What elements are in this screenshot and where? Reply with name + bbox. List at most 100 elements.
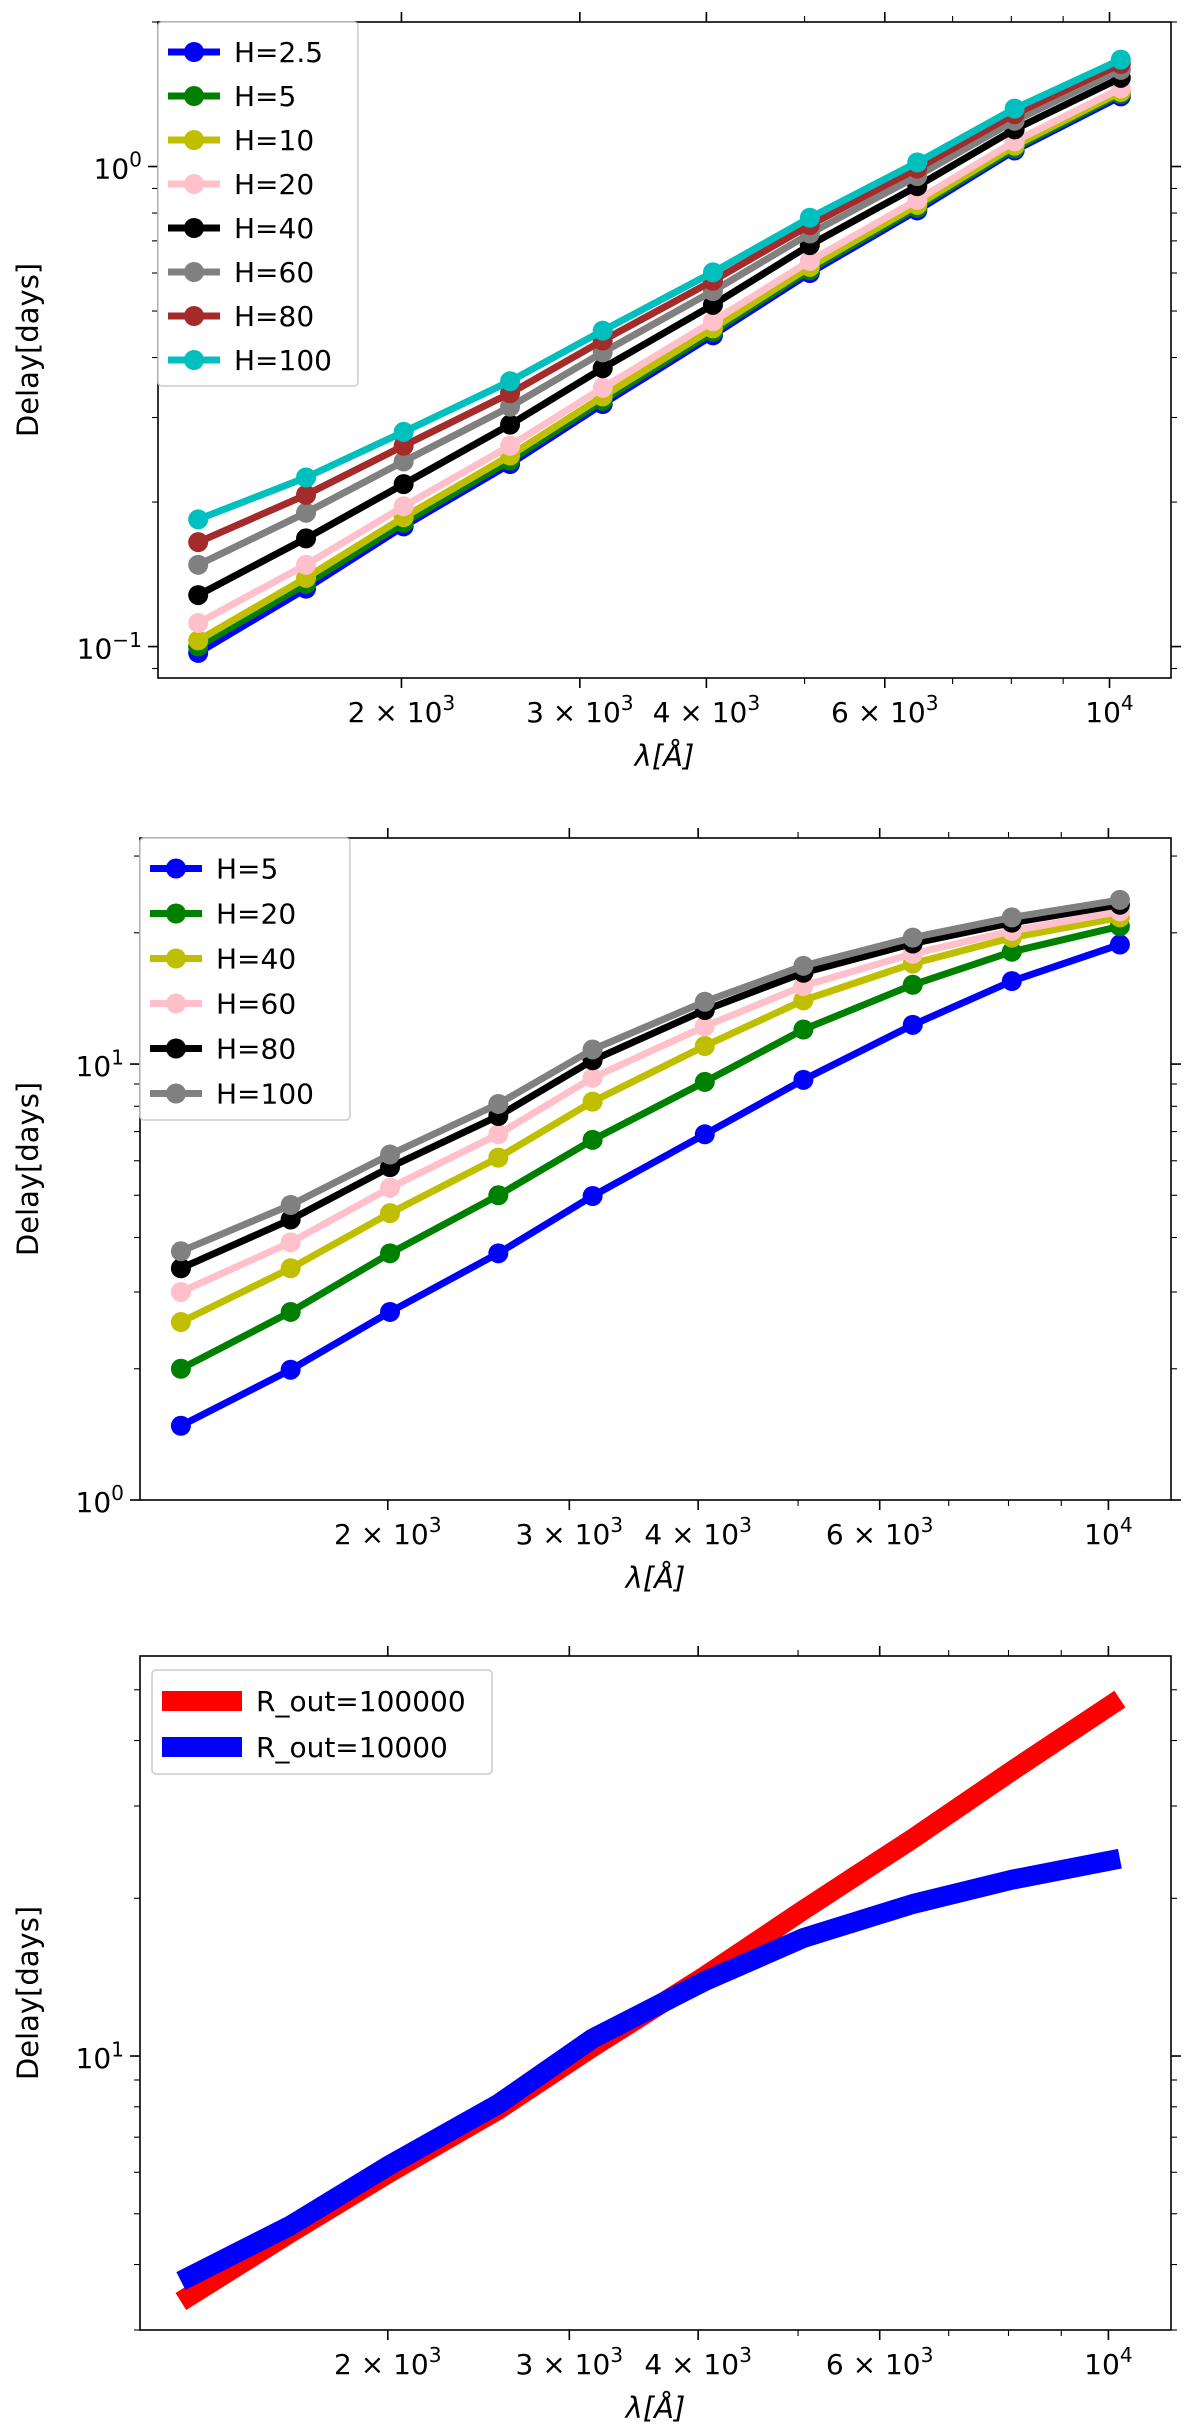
- data-point-h-100: [1110, 49, 1131, 70]
- data-point-h-100: [694, 991, 715, 1012]
- data-point-h-40: [694, 1036, 715, 1057]
- data-point-h-100: [907, 152, 928, 173]
- legend-marker: [184, 86, 204, 106]
- x-tick-label: 3 × 103: [516, 2343, 624, 2381]
- x-tick-label: 104: [1085, 691, 1133, 729]
- data-point-h-60: [582, 1067, 603, 1088]
- legend-marker: [184, 218, 204, 238]
- data-point-h-20: [907, 189, 928, 210]
- legend-label: H=80: [216, 1033, 296, 1066]
- x-tick-label: 104: [1084, 1513, 1132, 1551]
- data-point-h-60: [280, 1232, 301, 1253]
- series-line-h-100: [196, 56, 1123, 523]
- data-point-h-80: [280, 1209, 301, 1230]
- legend-label: H=10: [234, 124, 314, 157]
- data-point-h-100: [582, 1039, 603, 1060]
- x-tick-label: 2 × 103: [334, 2343, 442, 2381]
- legend-marker: [184, 130, 204, 150]
- legend-label: H=2.5: [234, 36, 323, 69]
- data-point-h-20: [280, 1301, 301, 1322]
- x-tick-label: 4 × 103: [653, 691, 761, 729]
- data-point-h-80: [188, 532, 209, 553]
- x-tick-label: 4 × 103: [644, 1513, 752, 1551]
- legend-marker: [166, 1083, 186, 1104]
- x-tick-label: 6 × 103: [831, 691, 939, 729]
- x-tick-label: 3 × 103: [526, 691, 634, 729]
- legend-marker: [166, 993, 186, 1014]
- series-line-h-40: [179, 913, 1121, 1326]
- data-point-h-100: [799, 207, 820, 228]
- data-point-h-5: [280, 1359, 301, 1380]
- data-point-h-20: [793, 1019, 814, 1040]
- data-point-h-40: [393, 474, 414, 495]
- data-point-h-100: [702, 262, 723, 283]
- data-point-h-40: [582, 1091, 603, 1112]
- data-point-h-20: [380, 1243, 401, 1264]
- data-point-h-5: [380, 1301, 401, 1322]
- data-point-h-60: [188, 554, 209, 575]
- data-point-h-20: [799, 250, 820, 271]
- data-point-h-5: [694, 1124, 715, 1145]
- y-tick-label: 10−1: [77, 628, 142, 666]
- data-point-h-20: [393, 496, 414, 517]
- series-line-h-20: [179, 922, 1121, 1372]
- y-axis-label: Delay[days]: [11, 1906, 45, 2080]
- data-point-h-40: [488, 1147, 509, 1168]
- y-tick-label: 101: [76, 1045, 124, 1083]
- y-axis-label: Delay[days]: [11, 1082, 45, 1256]
- data-point-h-20: [702, 311, 723, 332]
- series-line-r-out-10000: [176, 1848, 1122, 2290]
- data-point-h-80: [393, 435, 414, 456]
- data-point-h-5: [170, 1415, 191, 1436]
- data-point-h-10: [188, 630, 209, 651]
- legend-label: H=5: [234, 80, 296, 113]
- data-point-h-40: [793, 990, 814, 1011]
- legend-label: R_out=10000: [256, 1731, 448, 1764]
- legend-label: H=40: [216, 943, 296, 976]
- data-point-h-100: [1001, 907, 1022, 928]
- data-point-h-5: [1109, 934, 1130, 955]
- x-axis-label: λ[Å]: [624, 1561, 686, 1595]
- data-point-h-100: [1004, 98, 1025, 119]
- legend-marker: [184, 350, 204, 370]
- legend-label: H=100: [216, 1078, 314, 1111]
- data-point-h-40: [380, 1203, 401, 1224]
- x-tick-label: 2 × 103: [348, 691, 456, 729]
- data-point-h-20: [582, 1129, 603, 1150]
- series-line-h-40: [196, 74, 1123, 599]
- data-point-h-100: [393, 421, 414, 442]
- x-axis-label: λ[Å]: [633, 739, 695, 773]
- x-tick-label: 2 × 103: [334, 1513, 442, 1551]
- data-point-h-40: [500, 414, 521, 435]
- series-line-h-100: [179, 896, 1121, 1255]
- data-point-h-5: [582, 1186, 603, 1207]
- legend-marker: [166, 903, 186, 924]
- x-tick-label: 104: [1084, 2343, 1132, 2381]
- series-line-h-80: [196, 60, 1123, 546]
- series-line-h-60: [179, 907, 1121, 1296]
- data-point-h-60: [296, 502, 317, 523]
- data-point-h-100: [296, 467, 317, 488]
- legend-label: H=60: [234, 256, 314, 289]
- series-line-h-10: [196, 88, 1123, 644]
- data-point-h-100: [188, 509, 209, 530]
- series-line-h-20: [196, 85, 1123, 626]
- data-point-h-40: [280, 1258, 301, 1279]
- data-point-h-20: [500, 435, 521, 456]
- data-point-h-20: [170, 1358, 191, 1379]
- data-point-h-5: [902, 1014, 923, 1035]
- legend-label: H=60: [216, 988, 296, 1021]
- data-point-h-20: [694, 1071, 715, 1092]
- data-point-h-60: [170, 1281, 191, 1302]
- panel-bottom-r-out: 2 × 103 3 × 103 4 × 103 6 × 103 104 101 λ[Å] De…: [11, 1646, 1181, 2425]
- data-point-h-60: [380, 1177, 401, 1198]
- data-point-h-5: [488, 1243, 509, 1264]
- data-point-h-100: [500, 371, 521, 392]
- data-point-h-100: [380, 1144, 401, 1165]
- series-line-h-80: [179, 901, 1121, 1272]
- data-point-h-60: [488, 1124, 509, 1145]
- legend-marker: [184, 262, 204, 282]
- y-tick-label: 100: [76, 1481, 124, 1519]
- legend-marker: [166, 858, 186, 879]
